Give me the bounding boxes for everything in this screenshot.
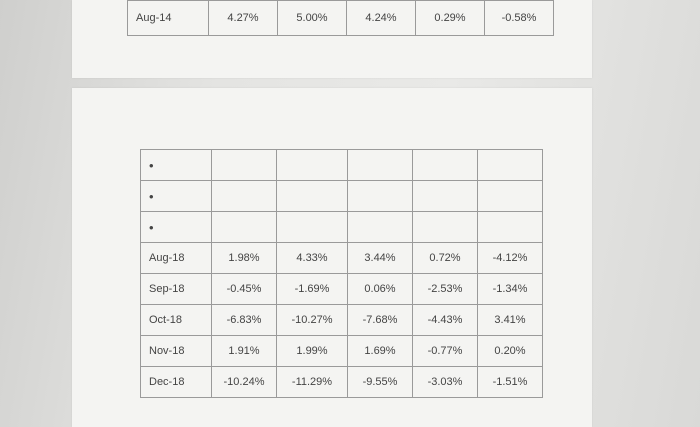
- table-row: Aug-18 1.98% 4.33% 3.44% 0.72% -4.12%: [140, 242, 543, 274]
- table-cell: 1.98%: [211, 242, 277, 274]
- table-cell: 1.91%: [211, 335, 277, 367]
- empty-cell: [211, 211, 277, 243]
- table-row: •: [140, 180, 543, 212]
- table-row: Dec-18 -10.24% -11.29% -9.55% -3.03% -1.…: [140, 366, 543, 398]
- table-cell: -1.69%: [276, 273, 348, 305]
- table-cell: 0.20%: [477, 335, 543, 367]
- table-cell: -0.45%: [211, 273, 277, 305]
- table-cell: 0.06%: [347, 273, 413, 305]
- empty-cell: [347, 180, 413, 212]
- table-cell: 0.72%: [412, 242, 478, 274]
- row-label: Nov-18: [140, 335, 212, 367]
- table-row: Aug-14 4.27% 5.00% 4.24% 0.29% -0.58%: [127, 0, 554, 36]
- table-cell: -10.24%: [211, 366, 277, 398]
- table-row: •: [140, 149, 543, 181]
- table-cell: 1.69%: [347, 335, 413, 367]
- empty-cell: [412, 180, 478, 212]
- table-cell: -4.43%: [412, 304, 478, 336]
- row-label: Dec-18: [140, 366, 212, 398]
- table-cell: 3.41%: [477, 304, 543, 336]
- empty-cell: [347, 211, 413, 243]
- table-cell: -1.51%: [477, 366, 543, 398]
- bullet-marker: •: [140, 149, 212, 181]
- table-cell: 0.29%: [415, 0, 485, 36]
- table-cell: -4.12%: [477, 242, 543, 274]
- bullet-marker: •: [140, 180, 212, 212]
- table-row: Sep-18 -0.45% -1.69% 0.06% -2.53% -1.34%: [140, 273, 543, 305]
- empty-cell: [211, 180, 277, 212]
- table-cell: -7.68%: [347, 304, 413, 336]
- top-table-card: Aug-14 4.27% 5.00% 4.24% 0.29% -0.58%: [72, 0, 592, 78]
- top-returns-table: Aug-14 4.27% 5.00% 4.24% 0.29% -0.58%: [127, 0, 554, 36]
- empty-cell: [477, 211, 543, 243]
- table-cell: 3.44%: [347, 242, 413, 274]
- table-cell: 4.27%: [208, 0, 278, 36]
- table-cell: 4.33%: [276, 242, 348, 274]
- table-cell: 4.24%: [346, 0, 416, 36]
- table-cell: -10.27%: [276, 304, 348, 336]
- monthly-returns-table: • • • Aug-18 1.98% 4.33% 3.44: [140, 149, 543, 398]
- table-cell: -0.77%: [412, 335, 478, 367]
- table-row: •: [140, 211, 543, 243]
- table-cell: -2.53%: [412, 273, 478, 305]
- empty-cell: [477, 180, 543, 212]
- bullet-marker: •: [140, 211, 212, 243]
- empty-cell: [412, 211, 478, 243]
- empty-cell: [347, 149, 413, 181]
- table-row: Nov-18 1.91% 1.99% 1.69% -0.77% 0.20%: [140, 335, 543, 367]
- table-cell: -1.34%: [477, 273, 543, 305]
- table-cell: -11.29%: [276, 366, 348, 398]
- row-label: Sep-18: [140, 273, 212, 305]
- main-table-card: • • • Aug-18 1.98% 4.33% 3.44: [72, 88, 592, 427]
- table-cell: -6.83%: [211, 304, 277, 336]
- table-cell: 1.99%: [276, 335, 348, 367]
- table-cell: -0.58%: [484, 0, 554, 36]
- empty-cell: [276, 211, 348, 243]
- row-label: Aug-18: [140, 242, 212, 274]
- row-label: Aug-14: [127, 0, 209, 36]
- table-row: Oct-18 -6.83% -10.27% -7.68% -4.43% 3.41…: [140, 304, 543, 336]
- table-cell: -9.55%: [347, 366, 413, 398]
- table-cell: -3.03%: [412, 366, 478, 398]
- table-cell: 5.00%: [277, 0, 347, 36]
- row-label: Oct-18: [140, 304, 212, 336]
- empty-cell: [412, 149, 478, 181]
- empty-cell: [477, 149, 543, 181]
- empty-cell: [276, 149, 348, 181]
- empty-cell: [276, 180, 348, 212]
- empty-cell: [211, 149, 277, 181]
